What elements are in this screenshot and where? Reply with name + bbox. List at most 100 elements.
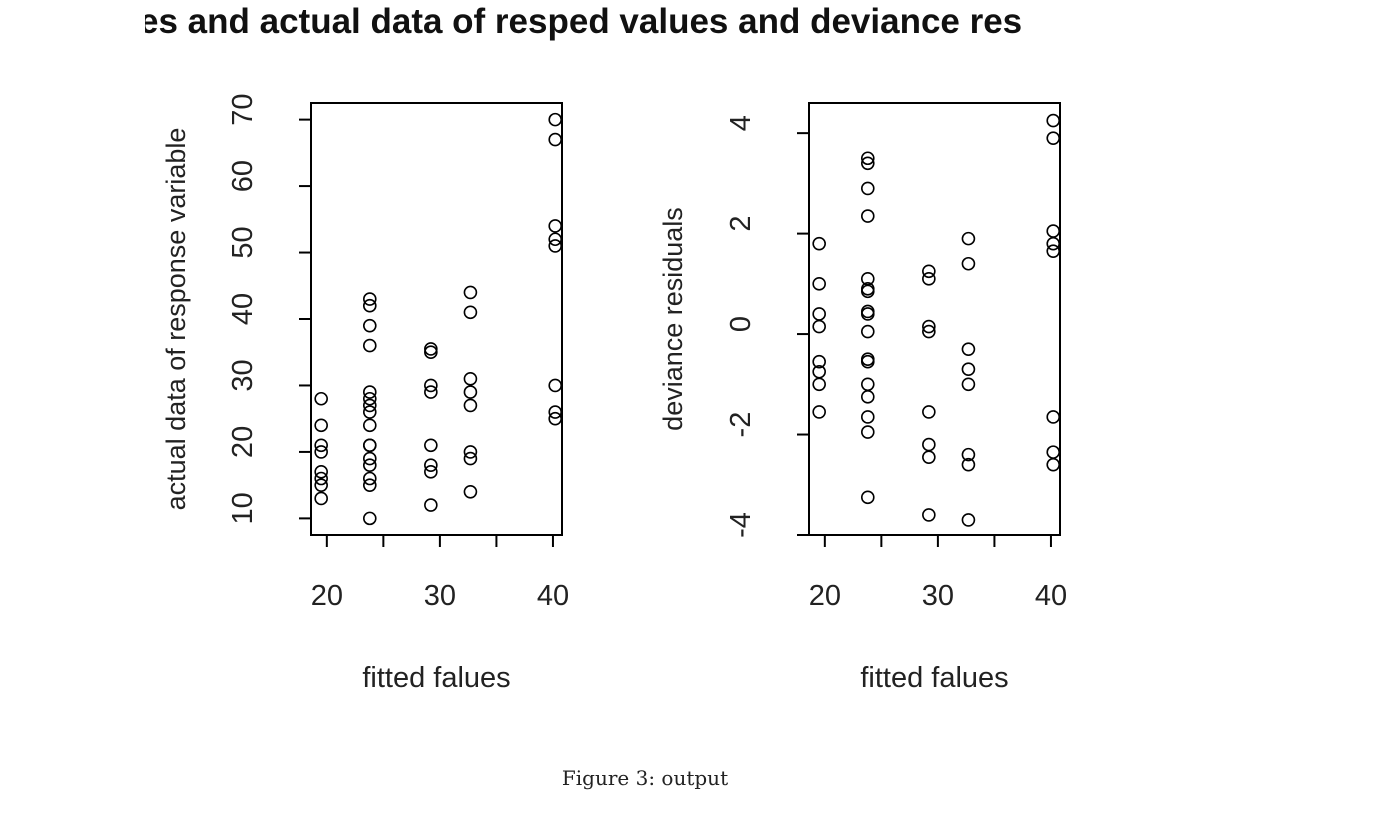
x-tick-label: 30 — [424, 580, 456, 612]
data-point — [463, 385, 478, 399]
y-tick-label: 2 — [725, 216, 757, 232]
y-tick-label: 70 — [227, 93, 259, 125]
data-point — [860, 354, 875, 369]
data-point — [463, 451, 478, 466]
data-point — [314, 478, 328, 492]
x-axis-label: fitted falues — [362, 662, 510, 694]
data-point — [812, 319, 826, 334]
data-point — [463, 305, 478, 320]
data-point — [922, 319, 936, 334]
x-tick-label: 30 — [922, 580, 954, 612]
data-point — [314, 491, 328, 506]
data-point — [922, 450, 936, 464]
data-point — [1046, 224, 1061, 238]
data-point — [961, 231, 976, 246]
data-point — [812, 354, 826, 369]
y-tick-label: 60 — [227, 160, 259, 192]
x-tick-label: 40 — [537, 580, 569, 612]
data-point — [463, 372, 478, 386]
data-point — [812, 307, 826, 321]
data-point — [314, 465, 328, 479]
y-tick-label: -2 — [725, 412, 757, 438]
data-point — [922, 264, 936, 279]
data-point — [362, 418, 377, 433]
y-tick-label: 0 — [725, 316, 757, 332]
x-tick-label: 20 — [809, 580, 841, 612]
data-point — [860, 425, 875, 439]
y-tick-label: 10 — [227, 492, 259, 524]
data-point — [362, 511, 377, 526]
data-point — [961, 342, 976, 356]
data-point — [362, 338, 377, 353]
y-tick-label: 50 — [227, 226, 259, 258]
data-point — [314, 418, 328, 433]
data-point — [922, 508, 936, 522]
title-container: es and actual data of resped values and … — [145, 2, 1143, 52]
data-point — [424, 378, 438, 393]
data-point — [362, 298, 377, 313]
x-axis-label: fitted falues — [860, 662, 1008, 694]
y-tick-label: 40 — [227, 293, 259, 325]
data-point — [424, 458, 438, 473]
data-point — [548, 239, 563, 253]
data-point — [860, 181, 875, 196]
y-axis-label: deviance residuals — [658, 207, 688, 431]
data-point — [961, 362, 976, 377]
data-point — [362, 478, 377, 492]
data-point — [812, 277, 826, 291]
data-point — [860, 324, 875, 339]
y-tick-label: 30 — [227, 359, 259, 391]
data-point — [424, 498, 438, 512]
data-point — [860, 151, 875, 166]
data-point — [362, 292, 377, 306]
data-point — [860, 377, 875, 392]
data-point — [812, 236, 826, 251]
data-point — [860, 284, 875, 299]
data-point — [1046, 236, 1061, 251]
data-point — [860, 156, 875, 171]
data-point — [424, 438, 438, 453]
data-point — [362, 451, 377, 466]
data-point — [961, 457, 976, 472]
data-point — [812, 377, 826, 392]
data-point — [860, 307, 875, 321]
data-point — [1046, 131, 1061, 145]
data-point — [362, 471, 377, 486]
data-point — [463, 445, 478, 459]
data-point — [463, 484, 478, 499]
data-point — [362, 391, 377, 406]
data-point — [314, 445, 328, 459]
data-point — [548, 378, 563, 393]
data-point — [362, 405, 377, 419]
data-point — [922, 437, 936, 452]
data-point — [548, 132, 563, 147]
data-point — [548, 219, 563, 233]
data-point — [362, 398, 377, 413]
data-point — [1046, 113, 1061, 128]
x-tick-label: 40 — [1035, 580, 1067, 612]
y-tick-label: 20 — [227, 426, 259, 458]
data-point — [424, 345, 438, 360]
data-point — [1046, 445, 1061, 459]
chart-title: es and actual data of resped values and … — [145, 2, 1023, 41]
data-point — [961, 447, 976, 462]
data-point — [314, 438, 328, 453]
y-tick-label: -4 — [725, 512, 757, 538]
data-point — [548, 232, 563, 247]
data-point — [314, 471, 328, 486]
data-point — [1046, 244, 1061, 258]
data-point — [860, 209, 875, 223]
x-tick-label: 20 — [311, 580, 343, 612]
data-point — [922, 324, 936, 339]
data-point — [463, 398, 478, 413]
figure-caption: Figure 3: output — [561, 766, 729, 790]
plot-frame — [808, 102, 1061, 536]
data-point — [548, 112, 563, 127]
data-point — [860, 490, 875, 505]
data-point — [362, 438, 377, 453]
data-point — [812, 405, 826, 419]
data-point — [362, 385, 377, 399]
data-point — [548, 411, 563, 426]
